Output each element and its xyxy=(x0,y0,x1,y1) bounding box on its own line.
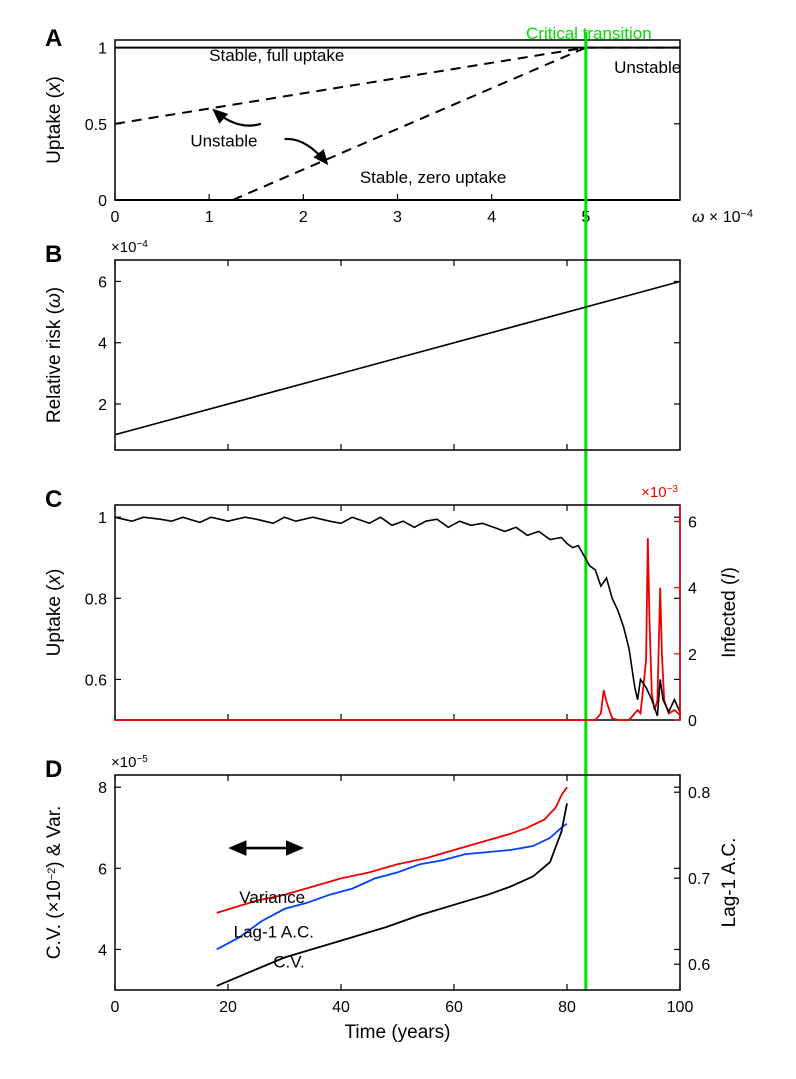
annot-stable-zero: Stable, zero uptake xyxy=(360,168,506,187)
uptake-series xyxy=(115,517,680,716)
panelD-ylabel-left: C.V. (×10−2) & Var. xyxy=(44,806,65,960)
ytick-label: 6 xyxy=(98,861,107,878)
figure-svg: 01234500.51Critical transitionStable, fu… xyxy=(20,20,776,1059)
xtick-label: 60 xyxy=(445,999,463,1016)
ytick-label: 0.5 xyxy=(85,117,107,134)
xtick-label: 0 xyxy=(111,999,120,1016)
ytick-right-label: 2 xyxy=(688,647,697,664)
ytick-label: 1 xyxy=(98,510,107,527)
annot-unstable-mid: Unstable xyxy=(190,132,257,151)
ytick-label: 4 xyxy=(98,336,107,353)
annot-stable-full: Stable, full uptake xyxy=(209,46,344,65)
xtick-label: 100 xyxy=(667,999,694,1016)
ytick-label: 0 xyxy=(98,193,107,210)
series-label: Lag-1 A.C. xyxy=(234,922,314,941)
ytick-label: 4 xyxy=(98,942,107,959)
ytick-label: 8 xyxy=(98,780,107,797)
panel-letter-D: D xyxy=(45,756,62,783)
ytick-right-label: 0.6 xyxy=(688,957,710,974)
xtick-label: 40 xyxy=(332,999,350,1016)
figure-root: 01234500.51Critical transitionStable, fu… xyxy=(20,20,776,1059)
series-label: C.V. xyxy=(273,953,305,972)
panelA-xlabel: ω × 10−4 xyxy=(692,208,753,226)
panelA-ylabel: Uptake (x) xyxy=(44,76,65,164)
panel-letter-A: A xyxy=(45,25,62,52)
panel-letter-C: C xyxy=(45,486,62,513)
ytick-right-label: 0 xyxy=(688,713,697,730)
svg-text:2: 2 xyxy=(299,209,308,226)
x-axis-label: Time (years) xyxy=(345,1022,451,1043)
svg-text:3: 3 xyxy=(393,209,402,226)
ytick-label: 1 xyxy=(98,41,107,58)
ytick-label: 0.6 xyxy=(85,672,107,689)
ytick-label: 0.8 xyxy=(85,591,107,608)
critical-transition-label: Critical transition xyxy=(526,24,652,43)
panelC-right-exponent: ×10−3 xyxy=(641,484,678,501)
ytick-label: 2 xyxy=(98,397,107,414)
ytick-right-label: 6 xyxy=(688,515,697,532)
svg-text:1: 1 xyxy=(205,209,214,226)
ytick-right-label: 0.7 xyxy=(688,871,710,888)
arrow-icon xyxy=(285,139,327,163)
svg-text:0: 0 xyxy=(111,209,120,226)
svg-text:4: 4 xyxy=(487,209,496,226)
infected-series xyxy=(115,538,680,720)
annot-unstable-right: Unstable xyxy=(614,58,681,77)
arrow-icon xyxy=(214,110,261,126)
y-axis-label: Lag-1 A.C. xyxy=(719,838,740,928)
ytick-label: 6 xyxy=(98,274,107,291)
xtick-label: 80 xyxy=(558,999,576,1016)
panelB-ylabel: Relative risk (ω) xyxy=(44,287,65,423)
series-label: Variance xyxy=(239,888,305,907)
ytick-right-label: 0.8 xyxy=(688,785,710,802)
panelC-ylabel-left: Uptake (x) xyxy=(44,569,65,657)
xtick-label: 20 xyxy=(219,999,237,1016)
panelC-ylabel-right: Infected (I) xyxy=(719,567,740,658)
panelD-exponent: ×10−5 xyxy=(111,754,148,771)
relative-risk-line xyxy=(115,282,680,435)
panel-letter-B: B xyxy=(45,241,62,268)
ytick-right-label: 4 xyxy=(688,581,697,598)
panelB-exponent: ×10−4 xyxy=(111,239,148,256)
